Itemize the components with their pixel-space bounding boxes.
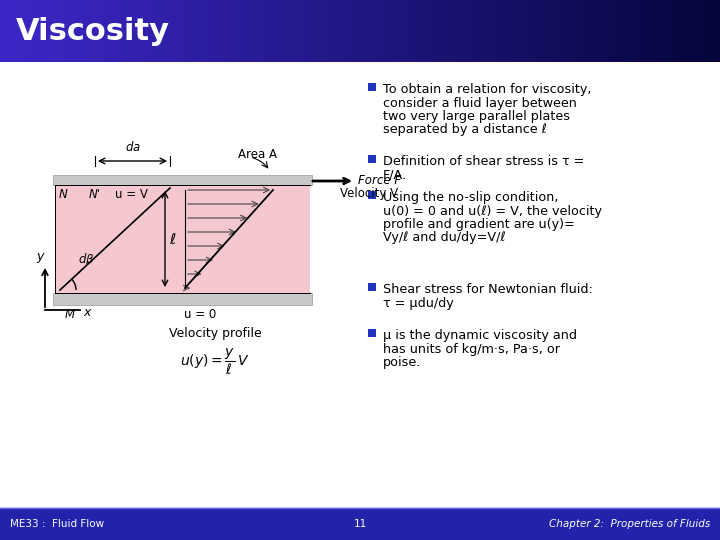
Bar xyxy=(368,191,376,199)
Text: two very large parallel plates: two very large parallel plates xyxy=(383,110,570,123)
Text: Force F: Force F xyxy=(358,173,401,186)
Bar xyxy=(0,62,720,508)
Text: u(0) = 0 and u(ℓ) = V, the velocity: u(0) = 0 and u(ℓ) = V, the velocity xyxy=(383,205,602,218)
Text: Chapter 2:  Properties of Fluids: Chapter 2: Properties of Fluids xyxy=(549,519,710,529)
Bar xyxy=(368,83,376,91)
Text: Using the no-slip condition,: Using the no-slip condition, xyxy=(383,191,559,204)
Text: N': N' xyxy=(89,188,101,201)
Bar xyxy=(53,293,312,305)
Text: Vy/ℓ and du/dy=V/ℓ: Vy/ℓ and du/dy=V/ℓ xyxy=(383,232,505,245)
Text: Area A: Area A xyxy=(238,148,277,161)
Text: consider a fluid layer between: consider a fluid layer between xyxy=(383,97,577,110)
Text: $d\beta$: $d\beta$ xyxy=(78,251,94,268)
Text: x: x xyxy=(83,306,91,319)
Text: To obtain a relation for viscosity,: To obtain a relation for viscosity, xyxy=(383,83,592,96)
Text: F/A.: F/A. xyxy=(383,168,407,181)
Text: Velocity profile: Velocity profile xyxy=(168,327,261,340)
Bar xyxy=(368,155,376,163)
Bar xyxy=(0,508,720,540)
Text: poise.: poise. xyxy=(383,356,421,369)
Text: 11: 11 xyxy=(354,519,366,529)
Text: has units of kg/m·s, Pa·s, or: has units of kg/m·s, Pa·s, or xyxy=(383,342,560,355)
Text: $\ell$: $\ell$ xyxy=(169,232,176,246)
Text: ME33 :  Fluid Flow: ME33 : Fluid Flow xyxy=(10,519,104,529)
Bar xyxy=(368,283,376,291)
Text: u = 0: u = 0 xyxy=(184,308,216,321)
Text: μ is the dynamic viscosity and: μ is the dynamic viscosity and xyxy=(383,329,577,342)
Text: profile and gradient are u(y)=: profile and gradient are u(y)= xyxy=(383,218,575,231)
Text: Shear stress for Newtonian fluid:: Shear stress for Newtonian fluid: xyxy=(383,283,593,296)
Text: y: y xyxy=(36,250,44,263)
Text: N: N xyxy=(58,188,68,201)
Text: separated by a distance ℓ: separated by a distance ℓ xyxy=(383,124,547,137)
Bar xyxy=(55,185,310,293)
Text: Velocity V: Velocity V xyxy=(340,187,398,200)
Text: $da$: $da$ xyxy=(125,140,140,154)
Text: $u(y) = \dfrac{y}{\ell}\,V$: $u(y) = \dfrac{y}{\ell}\,V$ xyxy=(180,347,250,377)
Text: Viscosity: Viscosity xyxy=(16,17,170,45)
Text: Definition of shear stress is τ =: Definition of shear stress is τ = xyxy=(383,155,585,168)
Text: M: M xyxy=(65,308,75,321)
Bar xyxy=(53,175,312,185)
Text: τ = μdu/dy: τ = μdu/dy xyxy=(383,296,454,309)
Bar xyxy=(368,329,376,337)
Text: u = V: u = V xyxy=(115,188,148,201)
